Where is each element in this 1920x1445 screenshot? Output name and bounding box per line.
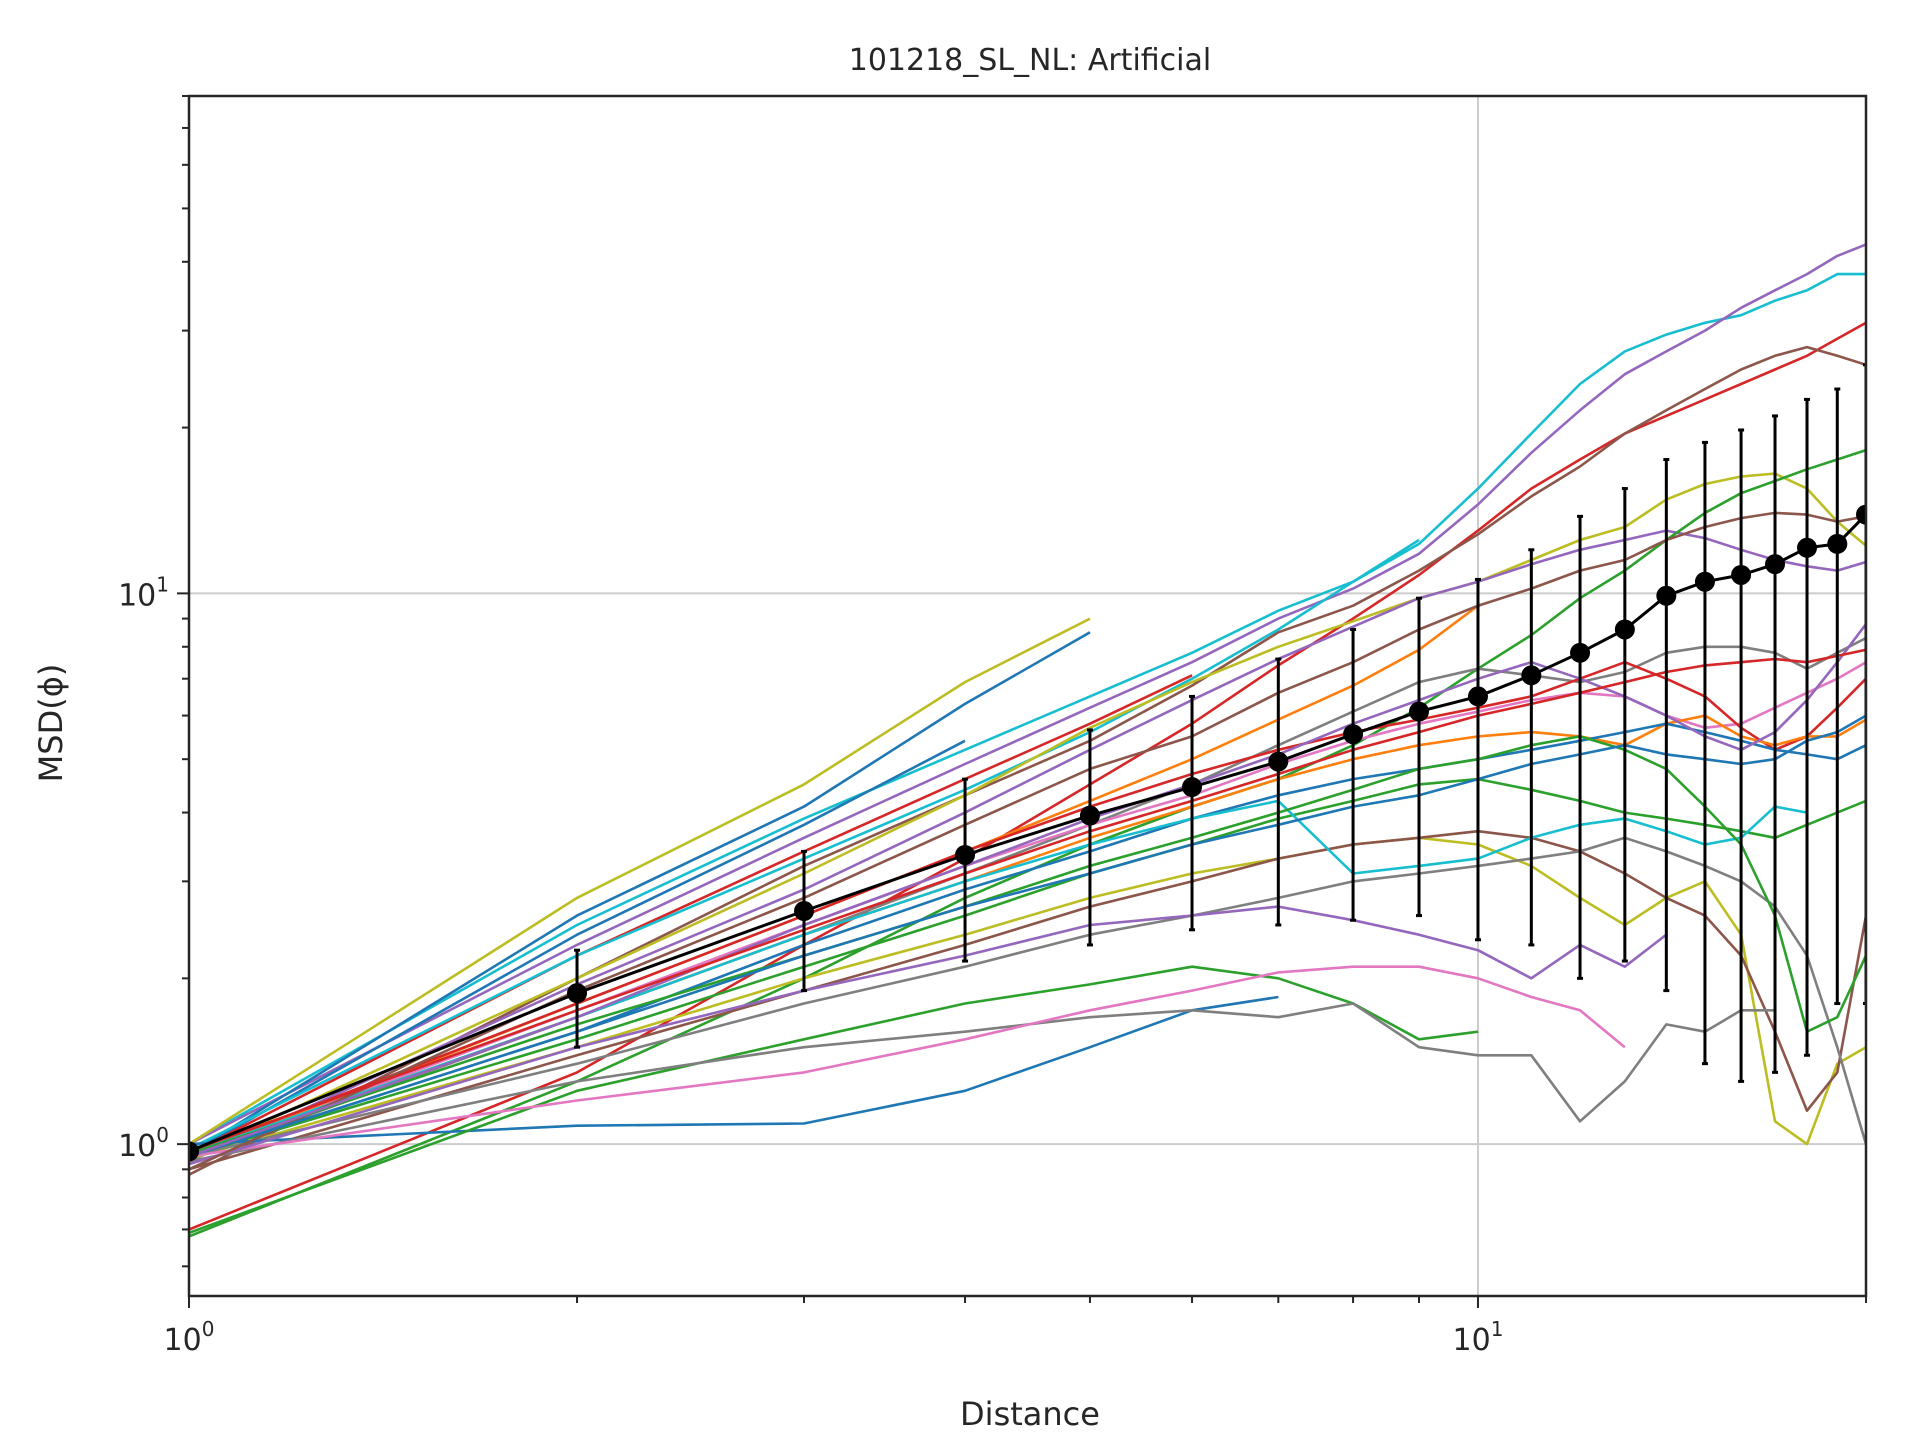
series-line [189,448,1866,1238]
mean-point [1797,537,1818,558]
series-line [189,965,1626,1158]
mean-point [1079,805,1100,826]
chart-title: 101218_SL_NL: Artificial [849,43,1211,78]
series-line [189,631,1091,1156]
tick-label-base: 10 [1453,1323,1491,1358]
series-line [189,345,1866,1176]
mean-point [1343,724,1364,745]
x-axis-label: Distance [960,1395,1100,1433]
mean-point [1521,665,1542,686]
series-line [189,829,1866,1171]
mean-point [189,1141,199,1162]
mean-point [1827,533,1848,554]
y-axis-label: MSD(ϕ) [32,664,70,783]
mean-point [1694,571,1715,592]
series-line [189,511,1866,1171]
series-line [189,272,1866,1146]
x-tick-label: 100 [164,1317,215,1358]
series-line [189,321,1866,1231]
mean-point [1467,686,1488,707]
tick-label-base: 10 [118,578,156,613]
series-line [189,623,1866,1158]
series-line [189,965,1479,1235]
mean-point [1268,751,1289,772]
series-line [189,674,1193,1156]
series-line [189,722,1866,1158]
mean-point [1408,701,1429,722]
tick-label-exponent: 0 [156,1123,169,1147]
y-tick-label: 100 [118,1123,169,1164]
mean-point [1731,564,1752,585]
series-line [189,617,1091,1146]
tick-label-base: 10 [164,1323,202,1358]
series-line [189,739,966,1156]
tick-label-exponent: 1 [156,572,169,596]
mean-series [189,363,1866,1162]
mean-point [1656,585,1677,606]
tick-label-exponent: 1 [1491,1317,1504,1341]
mean-point [1570,642,1591,663]
series-line [189,905,1668,1166]
mean-point [1765,554,1786,575]
mean-point [1614,619,1635,640]
plot-frame [187,94,1868,1298]
mean-point [1182,777,1203,798]
series-line [189,660,1866,1156]
mean-point [1856,504,1866,525]
series-line [189,472,1866,1158]
tick-label-base: 10 [118,1129,156,1164]
mean-point [567,983,588,1004]
series-line [189,1002,1775,1163]
series-line [189,648,1866,1153]
mean-point [793,901,814,922]
series-line [189,799,1808,1156]
tick-label-exponent: 0 [202,1317,215,1341]
series-line [189,243,1866,1146]
mean-point [955,844,976,865]
series-lines [189,243,1866,1238]
y-tick-label: 101 [118,572,169,613]
series-line [189,714,1866,1158]
series-line [189,777,1866,1158]
series-line [189,836,1866,1161]
x-tick-label: 101 [1453,1317,1504,1358]
